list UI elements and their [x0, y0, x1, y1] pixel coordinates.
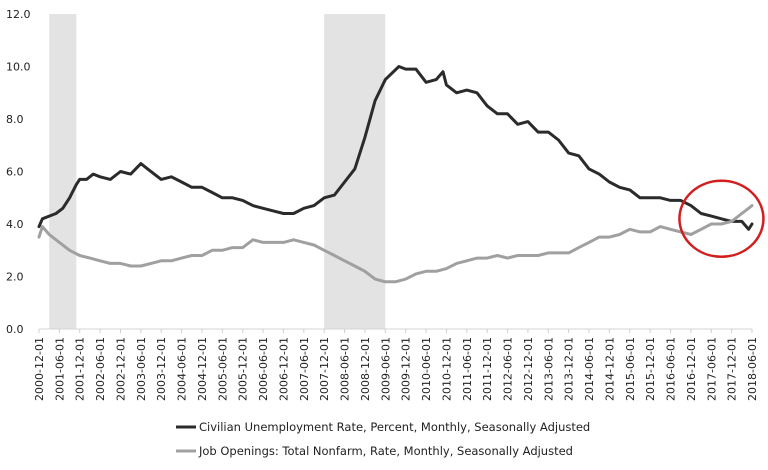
x-tick-label: 2003-12-01	[155, 337, 168, 401]
y-tick-label: 2.0	[6, 271, 24, 284]
x-tick-label: 2006-06-01	[257, 337, 270, 401]
x-tick-label: 2017-12-01	[726, 337, 739, 401]
x-tick-label: 2018-06-01	[746, 337, 759, 401]
x-tick-label: 2009-12-01	[400, 337, 413, 401]
x-tick-label: 2007-06-01	[298, 337, 311, 401]
y-tick-label: 6.0	[6, 166, 24, 179]
recession-band	[324, 14, 386, 329]
job-openings-rate-line	[37, 204, 754, 284]
highlight-circle	[678, 179, 765, 258]
x-tick-label: 2005-12-01	[237, 337, 250, 401]
recession-shading	[49, 14, 386, 329]
x-tick-label: 2016-06-01	[665, 337, 678, 401]
y-tick-label: 4.0	[6, 218, 24, 231]
x-tick-label: 2004-12-01	[196, 337, 209, 401]
series-lines	[37, 65, 754, 284]
x-tick-label: 2013-12-01	[563, 337, 576, 401]
x-tick-label: 2012-06-01	[502, 337, 515, 401]
x-tick-label: 2001-12-01	[74, 337, 87, 401]
x-tick-label: 2009-06-01	[379, 337, 392, 401]
x-tick-label: 2015-06-01	[624, 337, 637, 401]
x-tick-label: 2014-12-01	[603, 337, 616, 401]
x-tick-label: 2012-12-01	[522, 337, 535, 401]
y-tick-label: 8.0	[6, 113, 24, 126]
x-axis-ticks: 2000-12-01 2001-06-01 2001-12-01 2002-06-01…	[33, 329, 759, 401]
x-tick-label: 2002-12-01	[114, 337, 127, 401]
y-tick-label: 10.0	[6, 61, 31, 74]
x-tick-label: 2005-06-01	[216, 337, 229, 401]
x-tick-label: 2000-12-01	[33, 337, 46, 401]
x-tick-label: 2010-06-01	[420, 337, 433, 401]
x-tick-label: 2003-06-01	[135, 337, 148, 401]
y-axis-ticks: 0.0 2.0 4.0 6.0 8.0 10.0 12.0	[6, 8, 31, 336]
legend-label: Job Openings: Total Nonfarm, Rate, Month…	[198, 444, 573, 458]
x-tick-label: 2006-12-01	[277, 337, 290, 401]
x-tick-label: 2010-12-01	[440, 337, 453, 401]
y-tick-label: 0.0	[6, 323, 24, 336]
legend-label: Civilian Unemployment Rate, Percent, Mon…	[199, 420, 590, 434]
x-tick-label: 2016-12-01	[685, 337, 698, 401]
legend: Civilian Unemployment Rate, Percent, Mon…	[176, 420, 590, 458]
x-tick-label: 2008-06-01	[339, 337, 352, 401]
y-tick-label: 12.0	[6, 8, 31, 21]
x-tick-label: 2014-06-01	[583, 337, 596, 401]
annotation	[678, 179, 765, 258]
x-tick-label: 2004-06-01	[176, 337, 189, 401]
x-tick-label: 2007-12-01	[318, 337, 331, 401]
unemployment-rate-line	[37, 65, 754, 231]
x-tick-label: 2001-06-01	[53, 337, 66, 401]
x-tick-label: 2015-12-01	[644, 337, 657, 401]
x-tick-label: 2017-06-01	[705, 337, 718, 401]
x-tick-label: 2002-06-01	[94, 337, 107, 401]
x-tick-label: 2013-06-01	[542, 337, 555, 401]
x-tick-label: 2011-06-01	[461, 337, 474, 401]
recession-band	[49, 14, 77, 329]
x-tick-label: 2011-12-01	[481, 337, 494, 401]
x-tick-label: 2008-12-01	[359, 337, 372, 401]
